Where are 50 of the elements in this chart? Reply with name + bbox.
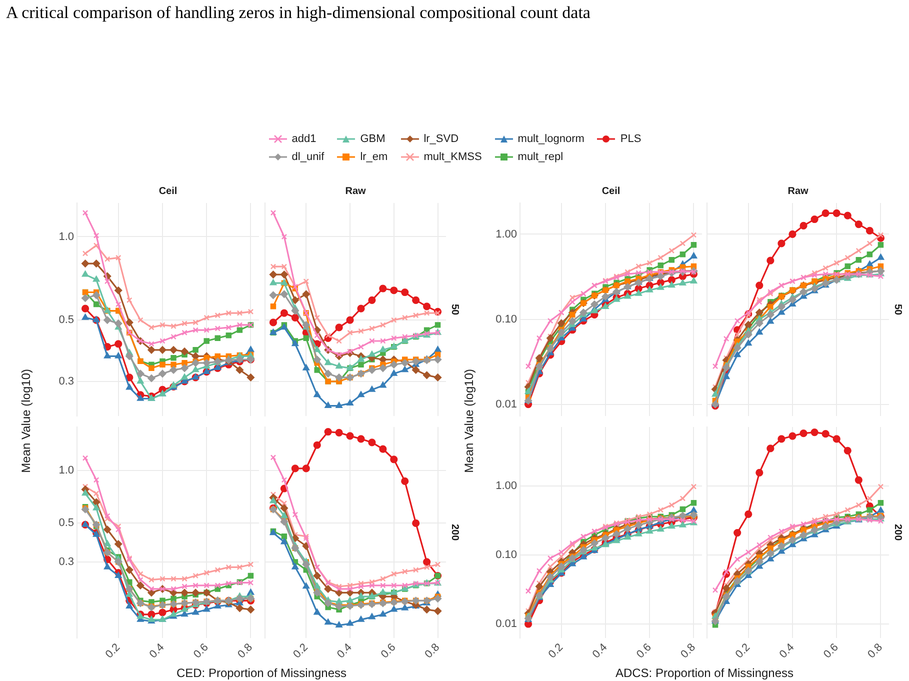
x-tick-label: 0.8	[236, 641, 255, 661]
legend-label: mult_lognorm	[518, 133, 584, 145]
y2-axis-title: 50	[449, 304, 460, 316]
chart-subtitle: Raw	[786, 186, 810, 197]
y-tick-label: 0.3	[58, 375, 74, 388]
x-tick-label: 0.4	[334, 641, 354, 661]
y-axis-title: Mean Value (log10)	[19, 368, 33, 472]
chart-subtitle: Ceil	[600, 186, 622, 197]
y2-axis-title: 50	[892, 304, 903, 316]
text: A critical comparison of handling zeros in high-dimensional compositional count data	[6, 3, 590, 23]
x-tick-label: 0.2	[103, 641, 123, 661]
x-tick-label: 0.4	[147, 641, 167, 661]
legend-label: PLS	[620, 133, 642, 145]
x-tick-label: 0.8	[866, 641, 885, 661]
legend-label: mult_repl	[518, 151, 564, 163]
x-tick-label: 0.8	[678, 641, 698, 661]
y-tick-label: 1.0	[58, 464, 74, 477]
x-tick-label: 0.2	[733, 641, 753, 661]
x-tick-label: 0.4	[777, 641, 797, 661]
y-tick-label: 1.00	[496, 480, 517, 492]
legend-label: lr_SVD	[424, 133, 459, 145]
chart-subtitle: Ceil	[158, 186, 178, 197]
legend-label: mult_KMSS	[424, 151, 482, 163]
y2-axis-title: 200	[449, 524, 460, 541]
x-tick-label: 0.2	[546, 641, 566, 661]
chart-subtitle: Raw	[344, 186, 367, 197]
legend-label: GBM	[360, 133, 386, 145]
y-tick-label: 0.5	[58, 314, 74, 326]
y-tick-label: 0.10	[496, 313, 517, 326]
y-tick-label: 0.01	[496, 618, 517, 630]
x-tick-label: 0.8	[422, 641, 442, 661]
x-axis-title: ADCS: Proportion of Missingness	[614, 666, 795, 680]
x-tick-label: 0.6	[634, 641, 654, 661]
y-tick-label: 0.3	[58, 556, 74, 568]
x-axis-title: CED: Proportion of Missingness	[175, 666, 348, 680]
y-tick-label: 1.00	[496, 228, 517, 240]
legend-label: dl_unif	[292, 151, 324, 163]
x-tick-label: 0.2	[291, 641, 310, 661]
legend-label: add1	[292, 133, 316, 145]
x-tick-label: 0.6	[378, 641, 398, 661]
y-axis-title: Mean Value (log10)	[462, 368, 476, 472]
legend-label: lr_em	[360, 151, 388, 163]
x-tick-label: 0.6	[822, 641, 841, 661]
y-tick-label: 0.10	[496, 549, 517, 562]
y-tick-label: 0.01	[496, 398, 517, 410]
x-tick-label: 0.4	[590, 641, 610, 661]
y-tick-label: 0.5	[58, 517, 74, 530]
y2-axis-title: 200	[892, 524, 903, 541]
y-tick-label: 1.0	[58, 230, 74, 243]
x-tick-label: 0.6	[192, 641, 211, 661]
